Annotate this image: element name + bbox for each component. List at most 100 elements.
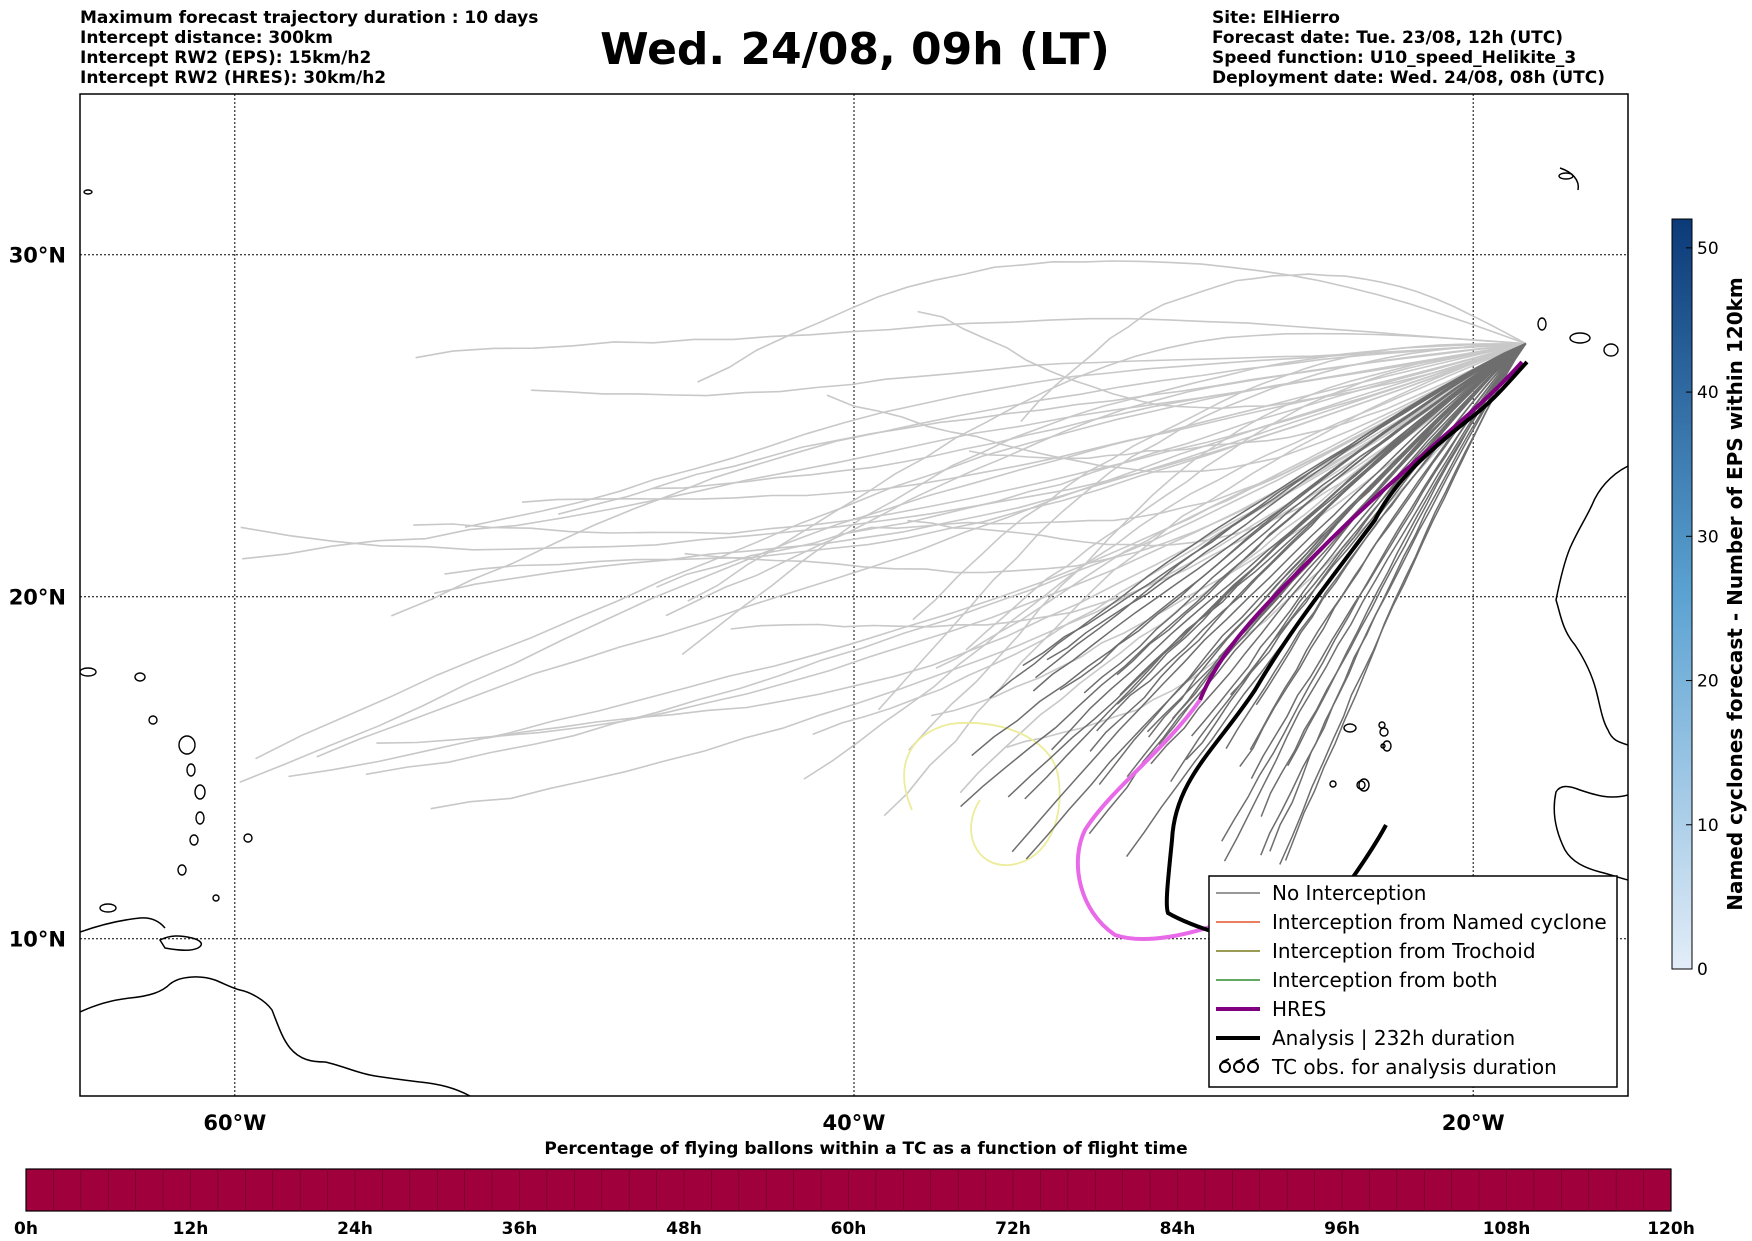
trajectory-faded — [415, 317, 1526, 359]
colorbar: 0 10 20 30 40 50 Named cyclones forecast - Nu… — [1671, 218, 1747, 980]
trajectory-faded — [531, 342, 1526, 397]
trajectory-faded — [485, 342, 1527, 739]
trajectory-faded — [1006, 343, 1527, 749]
trajectory-no-interception — [1025, 342, 1527, 860]
west-africa-coast — [1553, 785, 1628, 881]
lat-label: 20°N — [9, 586, 66, 610]
island-antilles-8 — [189, 834, 199, 846]
island-antilles-11 — [99, 903, 117, 913]
legend-label: TC obs. for analysis duration — [1271, 1055, 1557, 1079]
header-left-info: Maximum forecast trajectory duration : 1… — [80, 8, 538, 88]
time-bar-tick-label: 108h — [1483, 1219, 1531, 1239]
time-bar-tick-label: 0h — [14, 1219, 38, 1239]
trajectory-no-interception — [1089, 342, 1527, 752]
legend-label: Analysis | 232h duration — [1272, 1026, 1515, 1050]
trajectory-faded — [812, 342, 1527, 736]
island-antilles-12 — [212, 894, 220, 902]
island-antilles-9 — [177, 864, 187, 876]
north-africa-coast — [1555, 465, 1628, 746]
trajectory-no-interception — [1170, 343, 1527, 783]
time-bar-tick-label: 60h — [831, 1219, 867, 1239]
time-bar-tick-label: 24h — [337, 1219, 373, 1239]
legend-label: No Interception — [1272, 881, 1426, 905]
legend-label: HRES — [1272, 997, 1326, 1021]
colorbar-tick-label: 40 — [1697, 383, 1719, 403]
trajectory-no-interception — [1116, 342, 1527, 676]
island-antilles-3 — [148, 715, 158, 725]
time-bar-tick-label: 12h — [173, 1219, 209, 1239]
colorbar-tick-label: 10 — [1697, 816, 1719, 836]
trajectory-faded — [444, 342, 1527, 575]
intercept-eps-text: Intercept RW2 (EPS): 15km/h2 — [80, 48, 372, 68]
trajectory-no-interception — [1269, 343, 1527, 852]
legend: No Interception Interception from Named c… — [1208, 875, 1618, 1088]
time-bar-tick-label: 48h — [666, 1219, 702, 1239]
island-antilles-5 — [186, 763, 196, 777]
lat-label: 10°N — [9, 928, 66, 952]
trajectory-faded — [430, 342, 1527, 810]
island-cape-verde-6 — [1380, 743, 1386, 749]
trajectory-no-interception — [1255, 343, 1527, 706]
trajectory-faded — [965, 342, 1526, 651]
trajectory-faded — [697, 260, 1527, 383]
islands — [80, 172, 1619, 913]
colorbar-tick-label: 50 — [1697, 239, 1719, 259]
trajectory-faded — [316, 342, 1527, 758]
trajectory-faded — [826, 342, 1527, 473]
speed-function-text: Speed function: U10_speed_Helikite_3 — [1212, 48, 1577, 68]
legend-label: Interception from Named cyclone — [1272, 910, 1607, 934]
time-bar-title: Percentage of flying ballons within a TC… — [544, 1139, 1187, 1159]
island-antilles-7 — [195, 811, 205, 825]
max-duration-text: Maximum forecast trajectory duration : 1… — [80, 8, 539, 28]
island-antilles-13 — [83, 189, 93, 195]
site-text: Site: ElHierro — [1212, 8, 1340, 28]
intercept-hres-text: Intercept RW2 (HRES): 30km/h2 — [80, 68, 387, 88]
trajectory-no-interception — [1035, 342, 1527, 679]
axis-labels: 30°N 20°N 10°N 60°W 40°W 20°W — [9, 244, 1505, 1135]
legend-cyclone-hook — [1235, 1058, 1244, 1063]
legend-box — [1208, 875, 1618, 1088]
trajectory-faded — [521, 342, 1527, 503]
island-cape-verde-8 — [1358, 778, 1370, 792]
lon-label: 60°W — [203, 1111, 266, 1135]
legend-cyclone-hook — [1221, 1058, 1230, 1063]
colorbar-gradient — [1671, 218, 1693, 970]
island-antilles-1 — [80, 667, 97, 677]
legend-cyclone-symbol — [1247, 1061, 1259, 1073]
trinidad-venezuela-coast — [158, 935, 203, 952]
time-bar-tick-label: 72h — [995, 1219, 1031, 1239]
trajectory-faded — [557, 342, 1526, 515]
trochoid-track — [903, 722, 1061, 866]
legend-cyclone-symbol — [1219, 1061, 1231, 1073]
legend-cyclone-symbol — [1233, 1061, 1245, 1073]
map-content — [80, 167, 1628, 1096]
time-bar-tick-label: 120h — [1647, 1219, 1695, 1239]
legend-label: Interception from both — [1272, 968, 1498, 992]
island-cape-verde-5 — [1329, 780, 1337, 788]
forecast-date-text: Forecast date: Tue. 23/08, 12h (UTC) — [1212, 28, 1563, 48]
page-title: Wed. 24/08, 09h (LT) — [600, 24, 1110, 75]
trajectory-no-interception — [1279, 343, 1527, 865]
trajectory-no-interception — [1059, 342, 1527, 691]
hres-track-late — [1075, 698, 1231, 942]
island-cape-verde-7 — [1378, 721, 1386, 729]
trajectory-no-interception — [1249, 343, 1527, 751]
colorbar-tick-label: 20 — [1697, 672, 1719, 692]
trajectory-faded — [413, 342, 1527, 535]
lon-label: 20°W — [1442, 1111, 1505, 1135]
legend-label: Interception from Trochoid — [1272, 939, 1536, 963]
island-cape-verde-1 — [1343, 723, 1357, 733]
intercept-distance-text: Intercept distance: 300km — [80, 28, 333, 48]
trajectory-no-interception — [1011, 342, 1527, 853]
island-antilles-10 — [243, 833, 253, 843]
island-cape-verde-3 — [1382, 740, 1392, 752]
trajectory-faded — [242, 342, 1526, 560]
colorbar-title: Named cyclones forecast - Number of EPS … — [1723, 277, 1747, 911]
coastlines — [80, 167, 1628, 1096]
time-bar-tick-label: 84h — [1160, 1219, 1196, 1239]
trajectory-no-interception — [1191, 343, 1527, 737]
hres-track-early — [1198, 360, 1524, 701]
trajectories — [239, 260, 1529, 942]
island-antilles-2 — [134, 672, 146, 682]
time-bar-tick-label: 96h — [1324, 1219, 1360, 1239]
